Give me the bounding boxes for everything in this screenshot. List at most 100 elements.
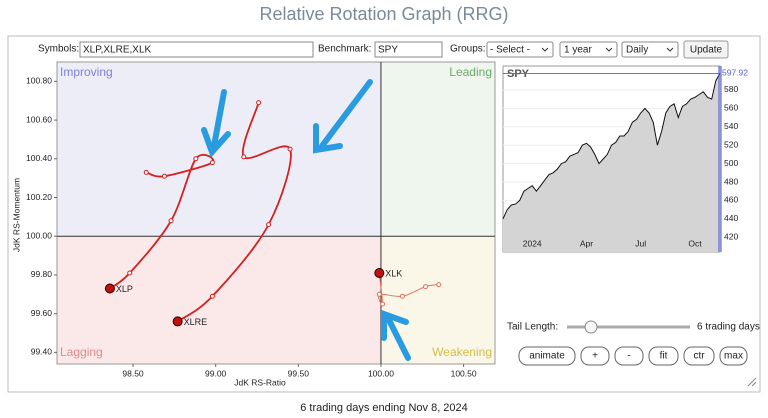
tail-point [436,282,442,288]
quadrant-label: Leading [449,65,492,79]
symbols-label: Symbols: [38,44,79,55]
arrow-head [381,309,409,341]
arrow-head [201,127,231,158]
frequency-value: Daily [626,45,648,56]
x-tick-label: 2024 [523,238,542,248]
x-tick-label: Apr [580,238,593,248]
x-tick-label: 100.00 [368,368,394,378]
update-label: Update [690,45,723,56]
y-tick-label: 540 [724,121,738,131]
tail-slider-knob[interactable] [584,320,598,334]
tail-point [266,222,272,228]
tail-point [423,284,429,290]
y-tick-label: 100.00 [26,230,52,240]
dropdown-arrow [666,47,674,52]
y-tick-label: 100.40 [26,153,52,163]
control-button-label: fit [660,351,668,362]
control-button[interactable] [648,346,679,366]
tail-point [241,154,247,160]
x-axis-title: JdK RS-Ratio [234,377,286,387]
tail-point [380,301,386,307]
dropdown-arrow [541,47,549,52]
quadrant [380,62,495,237]
arrow [211,89,227,149]
benchmark-label: Benchmark: [318,44,371,55]
y-tick-label: 100.20 [26,192,52,202]
button-row: animate + - fit ctr max [518,346,748,366]
tail-value: 6 trading days [697,322,760,333]
quadrant-label: Weakening [432,345,492,359]
groups-select[interactable] [486,41,554,58]
price-line [502,73,721,220]
series-label: XLP [116,284,133,294]
tail-head [374,268,385,279]
x-tick-label: 100.50 [451,368,477,378]
y-tick-label: 99.40 [31,347,53,357]
tail-point [161,173,167,179]
page-title: Relative Rotation Graph (RRG) [259,4,508,24]
y-tick-label: 560 [724,103,738,113]
tail-point [376,291,382,297]
benchmark-value: SPY [378,45,398,56]
tail-point [209,293,215,299]
tail-point [256,100,262,106]
y-tick-label: 99.60 [31,308,53,318]
dropdown-arrow [605,47,613,52]
y-tick-label: 100.60 [26,114,52,124]
x-tick-label: Oct [688,238,702,248]
y-tick-label: 420 [724,232,738,242]
tail-head [172,316,183,327]
x-tick-label: 98.50 [122,368,144,378]
control-button-label: - [627,351,630,362]
arrow [319,79,373,149]
y-tick-label: 580 [724,84,738,94]
control-button-label: max [724,351,743,362]
control-button[interactable] [719,346,748,366]
y-tick-label: 520 [724,139,738,149]
symbols-value: XLP,XLRE,XLK [83,45,152,56]
control-button[interactable] [683,346,715,366]
control-button[interactable] [614,346,644,366]
series-label: XLRE [184,317,208,327]
quadrant [57,236,381,364]
benchmark-input[interactable] [374,41,443,58]
chart-title: SPY [507,68,530,80]
control-button-label: + [592,351,598,362]
period-select[interactable] [559,41,618,58]
y-axis-title: JdK RS-Momentum [11,178,21,252]
y-tick-label: 99.80 [31,269,53,279]
period-value: 1 year [564,45,592,56]
quadrant-label: Improving [60,65,113,79]
tail-point [127,270,133,276]
frequency-select[interactable] [621,41,679,58]
x-tick-label: Jul [635,238,646,248]
price-area [503,73,720,253]
last-value-marker [718,66,722,252]
tail-point [399,293,405,299]
tail-head [104,283,115,294]
quadrant-label: Lagging [60,345,103,359]
benchmark-chart: 420 440 460 480 500 520 540 560 580 2024 Apr Jul Oct… [502,65,748,253]
update-button[interactable] [683,40,729,59]
control-button-label: ctr [693,351,705,362]
control-button-label: animate [529,351,565,362]
y-tick-label: 480 [724,176,738,186]
groups-value: - Select - [490,45,530,56]
tail-point [193,156,199,162]
resize-grip [747,377,757,387]
y-tick-label: 500 [724,158,738,168]
tail-point [168,218,174,224]
symbols-input[interactable] [79,41,314,58]
last-value-label: 597.92 [722,68,748,78]
x-tick-label: 99.50 [288,368,310,378]
groups-label: Groups: [450,44,486,55]
annotation-arrows [201,79,411,361]
tail-point [143,169,149,175]
x-tick-label: 99.00 [205,368,227,378]
footer: 6 trading days ending Nov 8, 2024 [300,402,468,414]
tail-label: Tail Length: [507,322,558,333]
control-button[interactable] [518,346,576,366]
tail-point [287,146,293,152]
control-button[interactable] [580,346,610,366]
